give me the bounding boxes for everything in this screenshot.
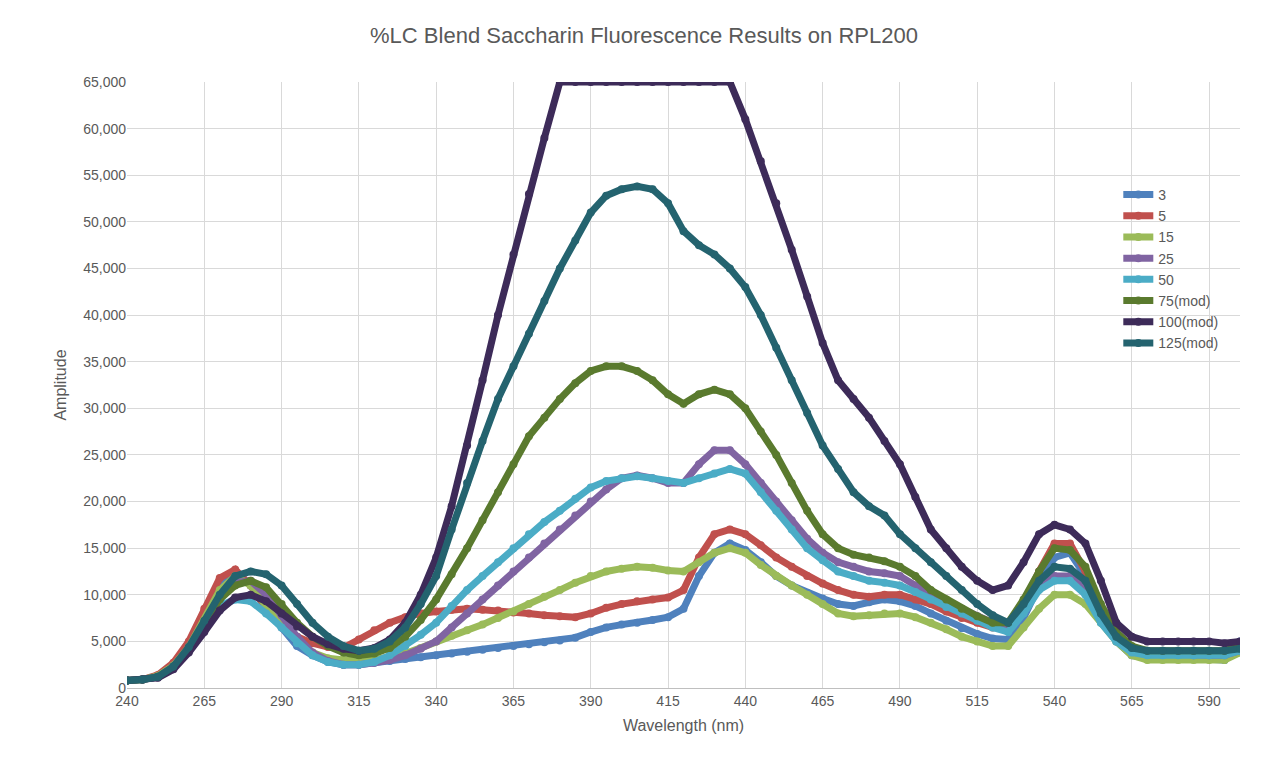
svg-text:540: 540: [1043, 693, 1067, 709]
svg-text:465: 465: [811, 693, 835, 709]
svg-text:590: 590: [1197, 693, 1221, 709]
svg-text:440: 440: [734, 693, 758, 709]
svg-text:240: 240: [115, 693, 139, 709]
svg-text:365: 365: [502, 693, 526, 709]
svg-text:Amplitude: Amplitude: [52, 349, 69, 420]
svg-text:75(mod): 75(mod): [1158, 293, 1210, 309]
svg-text:50: 50: [1158, 272, 1174, 288]
svg-text:30,000: 30,000: [83, 400, 126, 416]
svg-text:20,000: 20,000: [83, 493, 126, 509]
svg-text:0: 0: [118, 680, 126, 696]
svg-text:3: 3: [1158, 187, 1166, 203]
svg-text:5,000: 5,000: [91, 633, 126, 649]
svg-text:60,000: 60,000: [83, 121, 126, 137]
svg-text:%LC Blend Saccharin Fluorescen: %LC Blend Saccharin Fluorescence Results…: [370, 23, 918, 48]
svg-text:55,000: 55,000: [83, 167, 126, 183]
svg-text:35,000: 35,000: [83, 354, 126, 370]
svg-text:Wavelength (nm): Wavelength (nm): [623, 717, 744, 734]
svg-text:10,000: 10,000: [83, 587, 126, 603]
svg-text:265: 265: [193, 693, 217, 709]
svg-text:40,000: 40,000: [83, 307, 126, 323]
svg-text:50,000: 50,000: [83, 214, 126, 230]
svg-text:290: 290: [270, 693, 294, 709]
svg-text:65,000: 65,000: [83, 74, 126, 90]
svg-text:565: 565: [1120, 693, 1144, 709]
svg-text:25,000: 25,000: [83, 447, 126, 463]
svg-text:15,000: 15,000: [83, 540, 126, 556]
svg-text:390: 390: [579, 693, 603, 709]
svg-text:490: 490: [888, 693, 912, 709]
svg-text:125(mod): 125(mod): [1158, 335, 1218, 351]
svg-text:315: 315: [347, 693, 371, 709]
svg-text:415: 415: [656, 693, 680, 709]
svg-text:45,000: 45,000: [83, 260, 126, 276]
svg-text:15: 15: [1158, 229, 1174, 245]
svg-text:5: 5: [1158, 208, 1166, 224]
svg-text:515: 515: [966, 693, 990, 709]
svg-text:340: 340: [424, 693, 448, 709]
svg-text:100(mod): 100(mod): [1158, 314, 1218, 330]
svg-text:25: 25: [1158, 251, 1174, 267]
